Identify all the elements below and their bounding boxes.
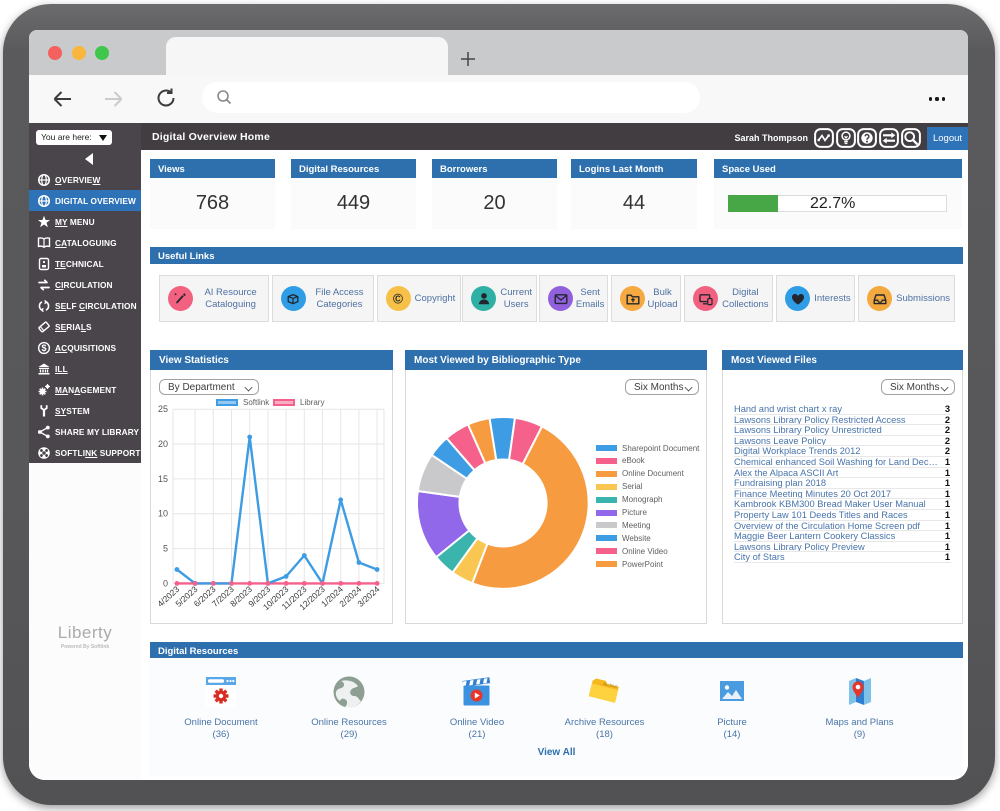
svg-text:Archive: Archive (602, 681, 618, 689)
svg-text:$: $ (41, 343, 46, 353)
svg-text:©: © (393, 291, 403, 306)
svg-text:0: 0 (163, 578, 168, 588)
svg-text:15: 15 (158, 474, 168, 484)
svg-text:5: 5 (163, 544, 168, 554)
svg-text:25: 25 (158, 404, 168, 414)
svg-text:20: 20 (158, 439, 168, 449)
svg-text:10: 10 (158, 509, 168, 519)
